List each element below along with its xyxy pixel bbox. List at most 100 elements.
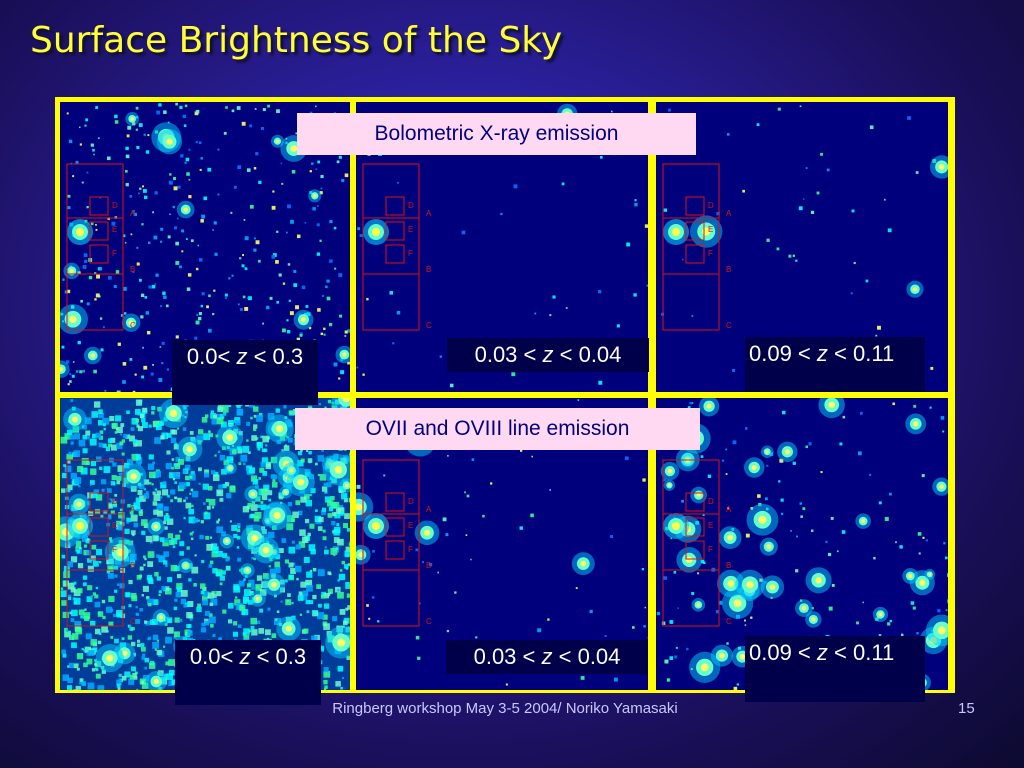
star-pixel	[306, 449, 309, 452]
source-core	[289, 468, 294, 473]
star-pixel	[174, 226, 178, 230]
star-pixel	[159, 346, 162, 348]
star-pixel	[67, 206, 71, 210]
star-pixel	[107, 156, 111, 161]
star-pixel	[356, 366, 359, 369]
star-pixel	[113, 565, 119, 571]
star-pixel	[116, 612, 122, 618]
star-pixel	[598, 380, 603, 385]
label-text: < 0.3	[253, 344, 304, 369]
star-pixel	[338, 273, 343, 278]
star-pixel	[206, 505, 211, 510]
star-pixel	[209, 602, 213, 607]
star-pixel	[336, 160, 340, 164]
star-pixel	[851, 209, 855, 213]
star-pixel	[70, 472, 77, 480]
star-pixel	[415, 548, 419, 552]
region-label: A	[426, 505, 432, 514]
star-pixel	[162, 539, 169, 547]
star-pixel	[85, 538, 91, 544]
star-pixel	[200, 520, 204, 524]
star-pixel	[120, 521, 125, 527]
star-pixel	[156, 490, 162, 496]
star-pixel	[135, 128, 138, 131]
star-pixel	[164, 435, 167, 439]
star-pixel	[140, 680, 145, 684]
star-pixel	[200, 219, 204, 223]
source-core	[580, 560, 587, 567]
star-pixel	[144, 195, 148, 200]
source-core	[342, 352, 347, 357]
star-pixel	[810, 210, 815, 214]
star-pixel	[110, 498, 115, 503]
star-pixel	[278, 273, 282, 277]
star-pixel	[131, 530, 136, 535]
star-pixel	[321, 294, 325, 298]
star-pixel	[152, 535, 159, 542]
star-pixel	[214, 454, 217, 457]
star-pixel	[99, 466, 103, 470]
star-pixel	[98, 267, 103, 271]
star-pixel	[549, 489, 551, 491]
star-pixel	[780, 498, 784, 502]
star-pixel	[98, 412, 104, 419]
star-pixel	[143, 493, 150, 499]
star-pixel	[148, 482, 152, 485]
star-pixel	[70, 399, 74, 402]
star-pixel	[331, 521, 336, 526]
star-pixel	[140, 293, 145, 297]
star-pixel	[232, 631, 239, 637]
star-pixel	[93, 369, 97, 374]
star-pixel	[256, 415, 263, 422]
star-pixel	[263, 484, 270, 491]
star-pixel	[644, 606, 647, 609]
star-pixel	[464, 491, 466, 494]
star-pixel	[163, 560, 168, 565]
star-pixel	[101, 488, 105, 492]
star-pixel	[121, 439, 126, 443]
star-pixel	[925, 539, 928, 542]
source-core	[801, 605, 807, 611]
star-pixel	[333, 529, 340, 536]
star-pixel	[324, 688, 327, 690]
star-pixel	[248, 579, 255, 587]
star-pixel	[123, 462, 130, 469]
star-pixel	[742, 189, 745, 193]
star-pixel	[297, 595, 304, 601]
star-pixel	[91, 668, 96, 672]
star-pixel	[117, 465, 125, 472]
star-pixel	[330, 496, 335, 501]
star-pixel	[148, 424, 152, 428]
star-pixel	[316, 584, 321, 589]
source-core	[183, 563, 188, 568]
star-pixel	[316, 223, 320, 227]
star-pixel	[81, 648, 84, 651]
star-pixel	[237, 624, 242, 629]
star-pixel	[247, 599, 253, 605]
source-core	[342, 398, 350, 403]
star-pixel	[84, 608, 87, 611]
redshift-label: 0.09 < z < 0.11	[745, 636, 925, 702]
star-pixel	[76, 667, 80, 671]
star-pixel	[131, 564, 134, 568]
star-pixel	[294, 565, 302, 573]
star-pixel	[947, 599, 948, 604]
star-pixel	[166, 432, 172, 438]
star-pixel	[152, 363, 155, 366]
star-pixel	[99, 560, 102, 564]
star-pixel	[237, 446, 242, 451]
star-pixel	[191, 566, 199, 574]
star-pixel	[288, 546, 296, 554]
star-pixel	[90, 460, 97, 467]
star-pixel	[664, 659, 669, 664]
star-pixel	[105, 606, 113, 613]
star-pixel	[172, 176, 177, 181]
star-pixel	[63, 464, 66, 467]
star-pixel	[109, 416, 115, 422]
star-pixel	[197, 519, 200, 522]
star-pixel	[92, 560, 99, 567]
star-pixel	[160, 482, 167, 489]
source-core	[153, 524, 159, 529]
star-pixel	[397, 181, 399, 184]
star-pixel	[530, 513, 534, 518]
